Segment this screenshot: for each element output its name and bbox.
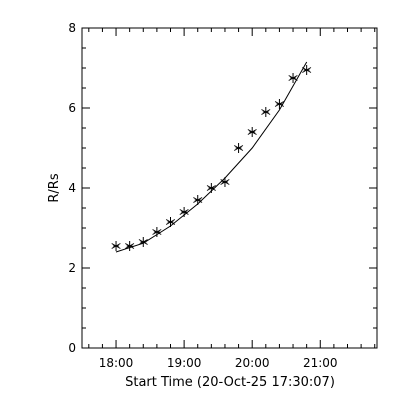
data-point bbox=[111, 241, 121, 251]
x-tick-label: 21:00 bbox=[303, 356, 338, 370]
fit-curve bbox=[115, 61, 308, 253]
data-point bbox=[274, 99, 285, 109]
data-point bbox=[247, 127, 257, 137]
data-point bbox=[206, 183, 216, 193]
data-point bbox=[220, 177, 230, 187]
data-point bbox=[165, 217, 176, 227]
y-tick-label: 6 bbox=[68, 101, 76, 115]
data-point bbox=[179, 207, 189, 217]
y-tick-label: 0 bbox=[68, 341, 76, 355]
data-point bbox=[233, 143, 244, 153]
y-tick-label: 2 bbox=[68, 261, 76, 275]
data-point bbox=[261, 107, 271, 117]
y-axis: 0 2 4 6 8 bbox=[68, 21, 377, 355]
x-axis-label: Start Time (20-Oct-25 17:30:07) bbox=[125, 375, 335, 390]
x-tick-label: 19:00 bbox=[167, 356, 202, 370]
y-tick-label: 8 bbox=[68, 21, 76, 35]
data-point bbox=[152, 227, 162, 237]
data-point bbox=[193, 195, 203, 205]
y-tick-label: 4 bbox=[68, 181, 76, 195]
data-point bbox=[138, 237, 148, 247]
x-axis: 18:00 19:00 20:00 21:00 bbox=[88, 28, 376, 370]
x-tick-label: 18:00 bbox=[99, 356, 134, 370]
x-tick-label: 20:00 bbox=[235, 356, 270, 370]
data-point bbox=[302, 65, 312, 75]
y-axis-label: R/Rs bbox=[47, 173, 62, 202]
data-points bbox=[111, 65, 312, 251]
data-point bbox=[125, 241, 135, 251]
data-point bbox=[288, 73, 298, 83]
plot-frame bbox=[81, 27, 378, 349]
